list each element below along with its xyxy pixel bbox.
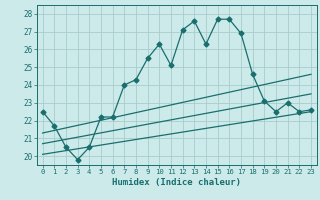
X-axis label: Humidex (Indice chaleur): Humidex (Indice chaleur): [112, 178, 241, 187]
